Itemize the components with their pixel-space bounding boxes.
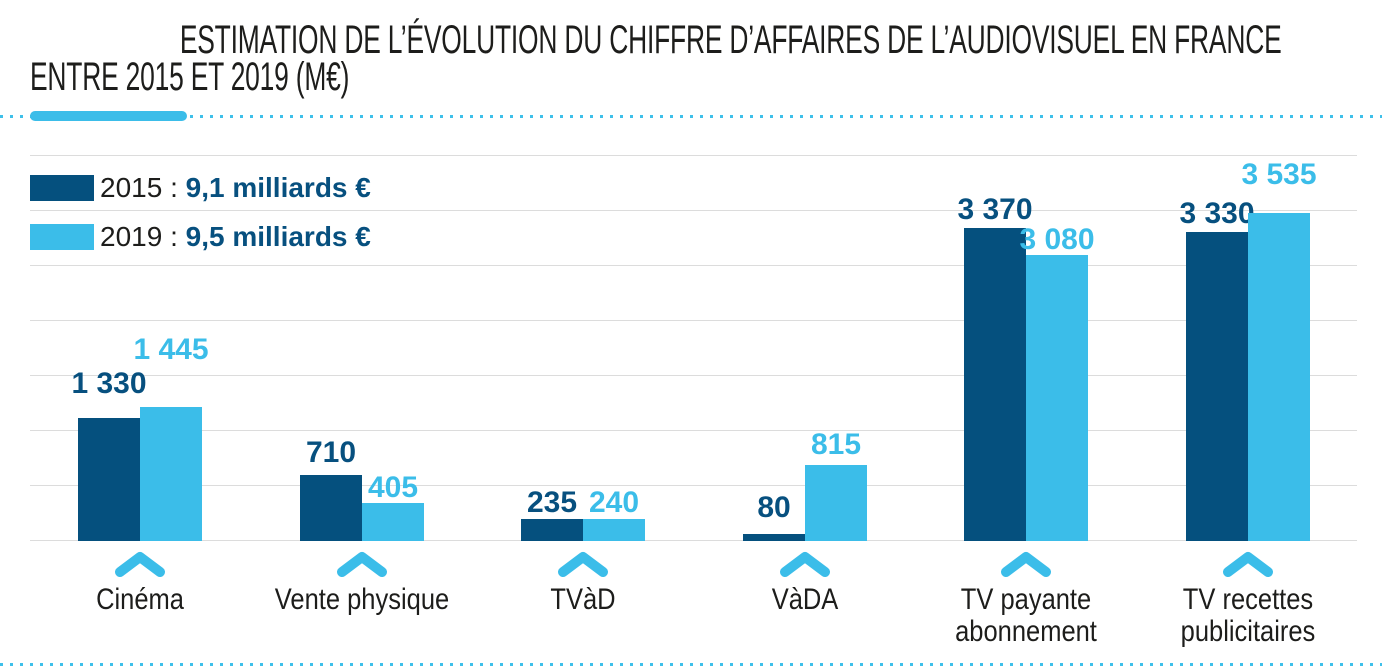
bar-2019-tv-d	[583, 519, 645, 541]
value-label-2015-cin-ma: 1 330	[71, 367, 147, 400]
value-label-2015-tv-d: 235	[526, 486, 578, 519]
bar-2019-tv-recettes-publicitaires	[1248, 213, 1310, 541]
bar-2019-tv-payante-abonnement	[1026, 255, 1088, 541]
legend-swatch-2015	[30, 175, 94, 201]
value-label-2015-tv-recettes-publicitaires: 3 330	[1179, 197, 1255, 230]
bar-2015-tv-d	[521, 519, 583, 541]
chart-title-line-2: ENTRE 2015 ET 2019 (M€)	[30, 55, 350, 99]
gridline	[30, 485, 1357, 486]
category-label-tv-payante-abonnement: TV payante abonnement	[955, 583, 1097, 648]
bar-2019-v-da	[805, 465, 867, 541]
chevron-up-icon	[779, 551, 831, 577]
bar-2015-tv-recettes-publicitaires	[1186, 232, 1248, 541]
legend-year-2019: 2019 :	[100, 221, 186, 252]
category-label-vente-physique: Vente physique	[274, 583, 450, 616]
value-label-2015-tv-payante-abonnement: 3 370	[957, 193, 1033, 226]
value-label-2015-v-da: 80	[757, 491, 791, 524]
gridline	[30, 155, 1357, 156]
page-title: ESTIMATION DE L’ÉVOLUTION DU CHIFFRE D’A…	[30, 20, 1382, 99]
gridline	[30, 265, 1357, 266]
bar-2019-vente-physique	[362, 503, 424, 541]
value-label-2019-cin-ma: 1 445	[133, 333, 209, 366]
gridline	[30, 210, 1357, 211]
value-label-2019-v-da: 815	[810, 428, 862, 461]
bottom-dotted-rule	[0, 663, 1382, 666]
bar-2015-cin-ma	[78, 418, 140, 541]
accent-bar	[30, 111, 187, 121]
category-label-cin-ma: Cinéma	[96, 583, 184, 616]
bar-2015-v-da	[743, 534, 805, 541]
top-dotted-rule	[0, 115, 1382, 118]
chevron-up-icon	[557, 551, 609, 577]
bar-2015-tv-payante-abonnement	[964, 228, 1026, 541]
value-label-2019-vente-physique: 405	[367, 471, 419, 504]
value-label-2019-tv-payante-abonnement: 3 080	[1019, 223, 1095, 256]
value-label-2015-vente-physique: 710	[305, 436, 357, 469]
chevron-up-icon	[1000, 551, 1052, 577]
chevron-up-icon	[1222, 551, 1274, 577]
category-label-v-da: VàDA	[771, 583, 839, 616]
gridline	[30, 430, 1357, 431]
value-label-2019-tv-recettes-publicitaires: 3 535	[1241, 158, 1317, 191]
category-label-tv-recettes-publicitaires: TV recettes publicitaires	[1180, 583, 1316, 648]
chevron-up-icon	[336, 551, 388, 577]
category-label-tv-d: TVàD	[550, 583, 616, 616]
legend-total-2015: 9,1 milliards €	[185, 172, 371, 203]
gridline	[30, 540, 1357, 541]
bar-2015-vente-physique	[300, 475, 362, 541]
gridline	[30, 320, 1357, 321]
value-label-2019-tv-d: 240	[588, 486, 640, 519]
chevron-up-icon	[114, 551, 166, 577]
legend-total-2019: 9,5 milliards €	[185, 221, 371, 252]
legend-swatch-2019	[30, 224, 94, 250]
bar-2019-cin-ma	[140, 407, 202, 541]
gridline	[30, 375, 1357, 376]
legend-year-2015: 2015 :	[100, 172, 186, 203]
